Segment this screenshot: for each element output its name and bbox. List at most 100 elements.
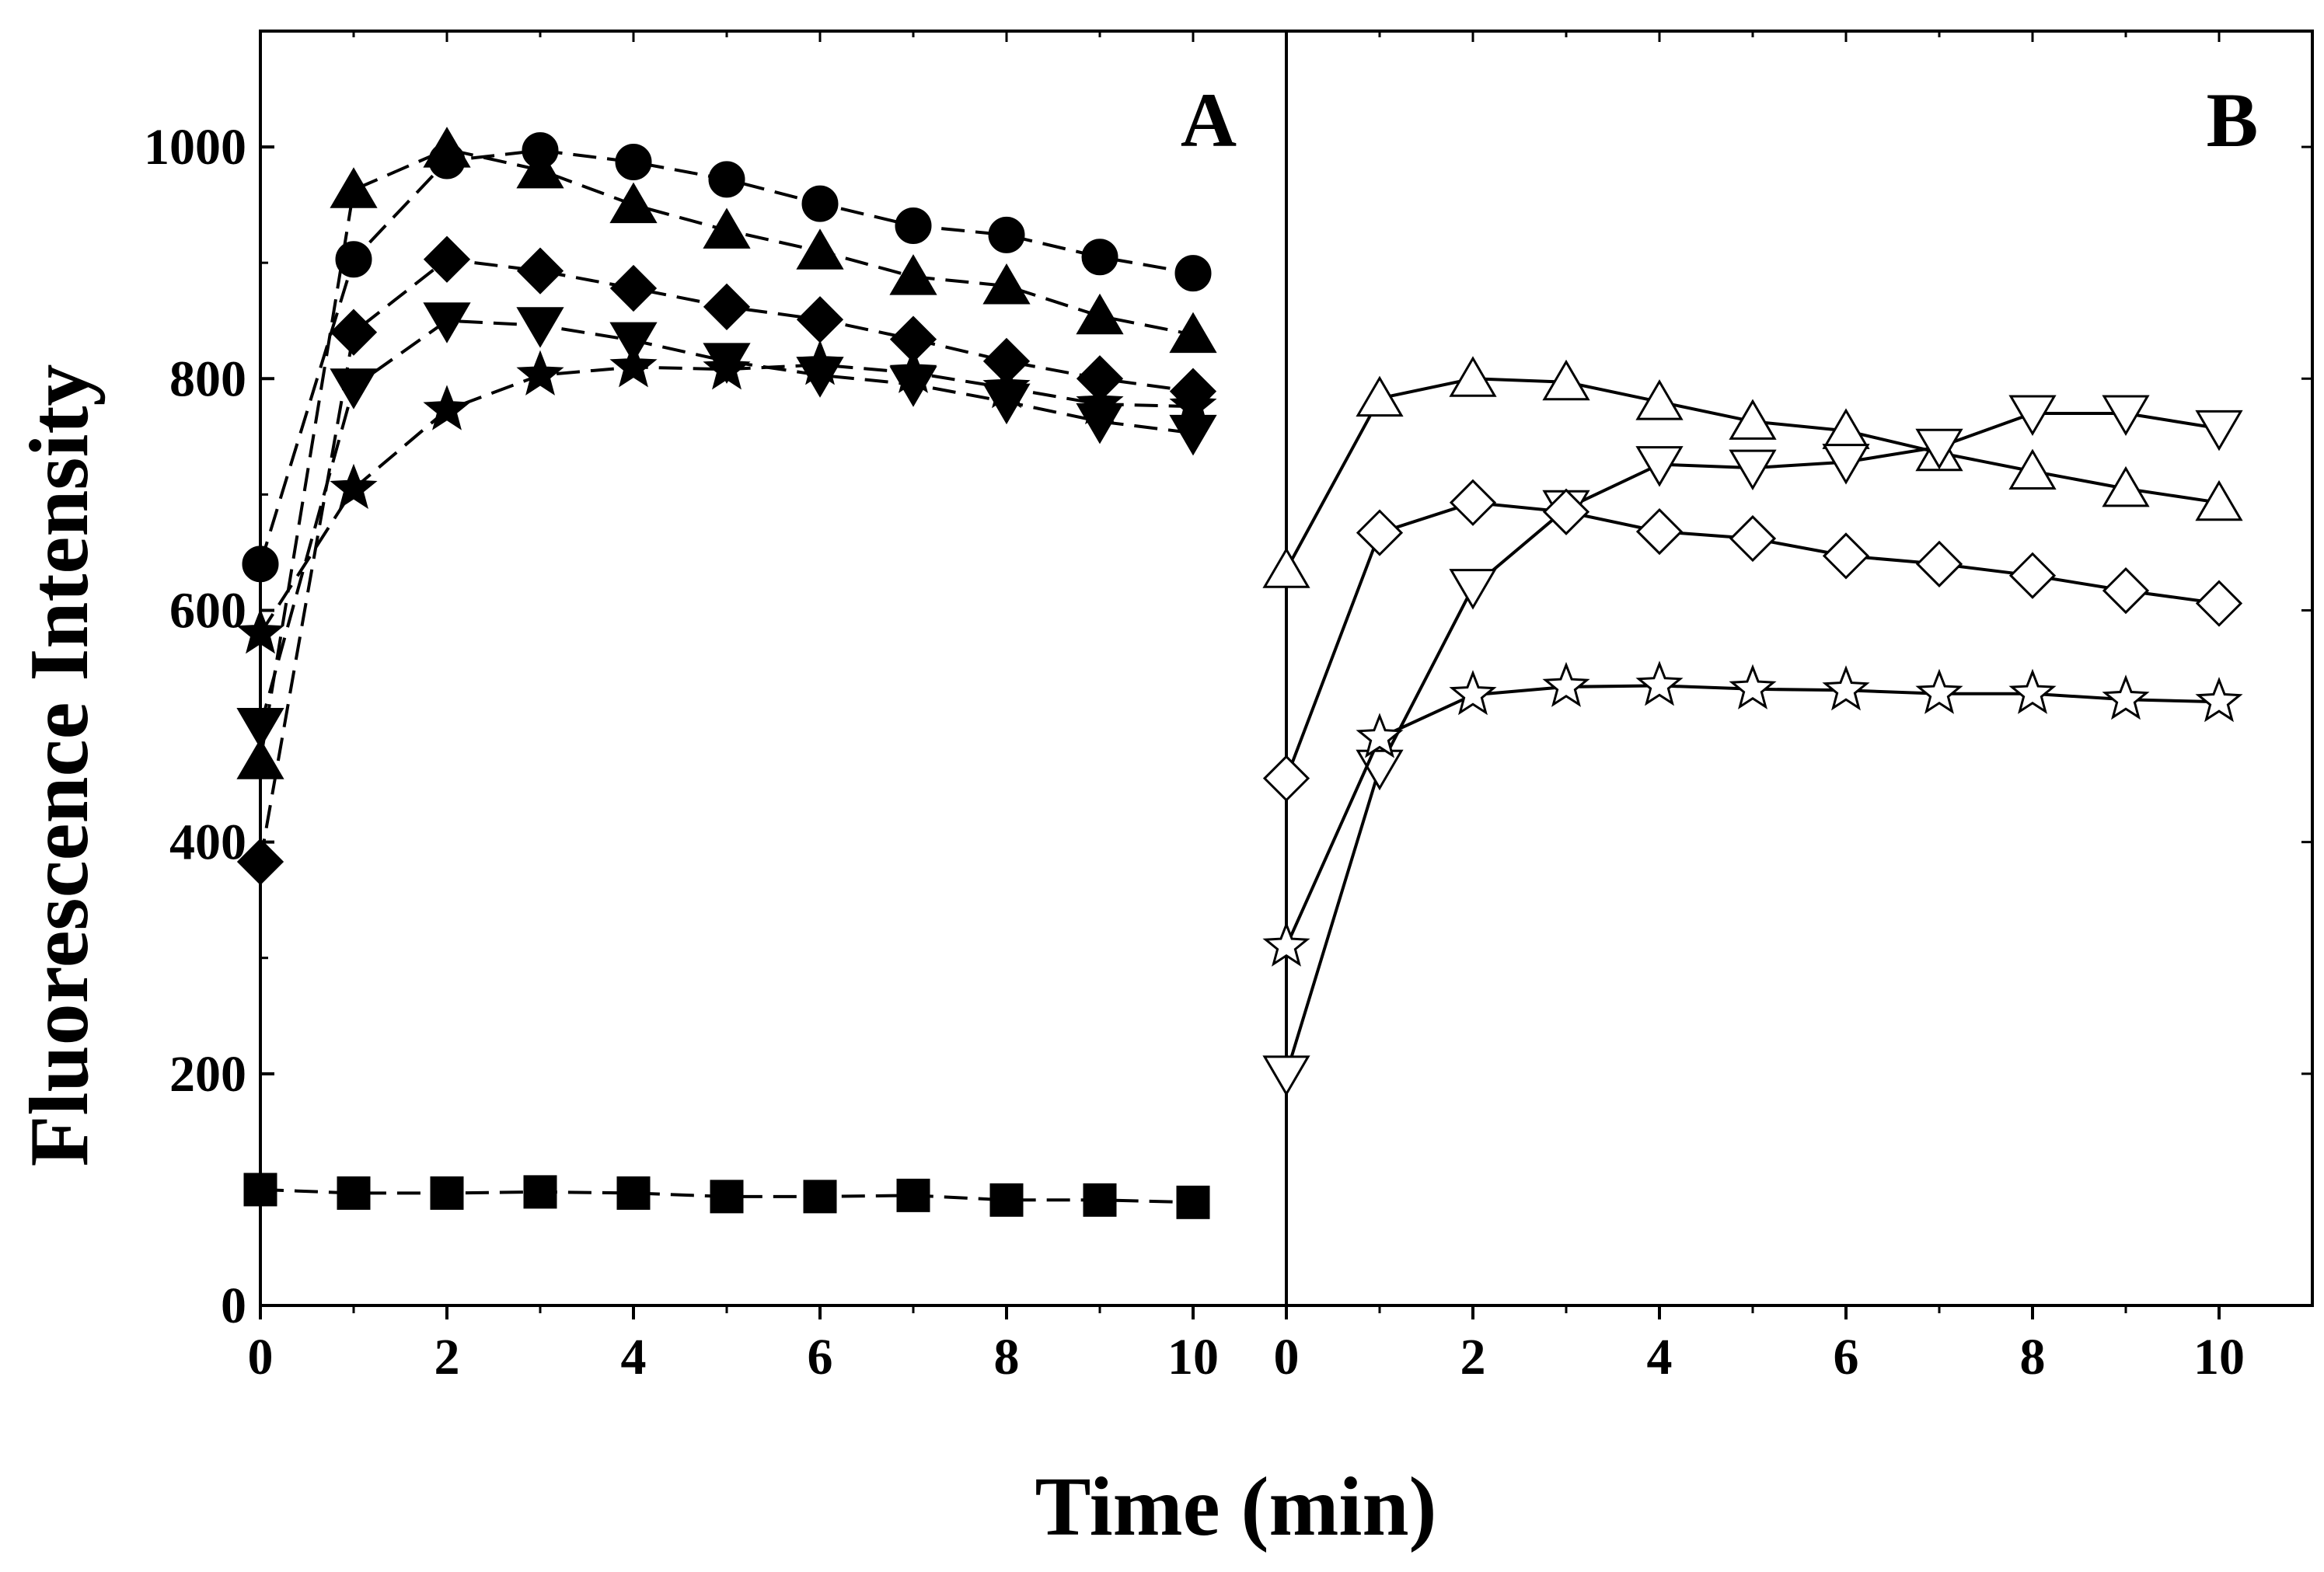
series-filled-triangle-down-line bbox=[259, 319, 1194, 727]
series-filled-triangle-up-point bbox=[1076, 293, 1124, 335]
series-filled-star-point bbox=[1076, 378, 1124, 425]
y-tick-label: 1000 bbox=[144, 119, 246, 176]
panel-a-x-tick-label: 8 bbox=[994, 1329, 1020, 1386]
series-filled-circle-point bbox=[1174, 255, 1212, 292]
series-filled-star-point bbox=[330, 463, 378, 509]
series-open-diamond-point bbox=[1542, 488, 1590, 535]
series-layer bbox=[236, 127, 2243, 1219]
series-open-triangle-down-point bbox=[1635, 446, 1684, 487]
series-filled-triangle-up-point bbox=[1169, 312, 1217, 354]
series-open-triangle-up-point bbox=[2102, 465, 2150, 507]
y-tick-label: 800 bbox=[169, 350, 246, 407]
series-open-diamond bbox=[1262, 479, 2243, 802]
series-filled-star-point bbox=[236, 608, 284, 654]
series-filled-triangle-up-point bbox=[516, 147, 564, 189]
series-filled-star-point bbox=[423, 385, 471, 430]
series-open-star-line bbox=[1285, 684, 2220, 947]
series-open-star-point bbox=[1542, 661, 1590, 707]
series-open-triangle-up-point bbox=[1542, 359, 1590, 401]
series-open-triangle-down-point bbox=[1915, 428, 1963, 470]
series-filled-triangle-up-point bbox=[330, 167, 378, 208]
series-filled-square-point bbox=[1083, 1183, 1117, 1217]
panel-a-x-tick-label: 6 bbox=[808, 1329, 833, 1386]
series-open-triangle-up-point bbox=[2008, 448, 2057, 490]
series-filled-square-point bbox=[430, 1176, 464, 1210]
series-open-triangle-up-point bbox=[1356, 375, 1404, 417]
series-open-diamond-point bbox=[2102, 566, 2150, 615]
series-filled-square-point bbox=[1176, 1185, 1210, 1219]
series-open-triangle-down-point bbox=[1449, 569, 1497, 610]
series-filled-triangle-up-point bbox=[609, 182, 658, 224]
series-open-triangle-up-point bbox=[1635, 379, 1684, 420]
series-filled-triangle-up-point bbox=[982, 263, 1031, 305]
series-open-star-point bbox=[1729, 664, 1777, 709]
series-filled-diamond-point bbox=[703, 283, 751, 330]
series-filled-star-point bbox=[889, 347, 937, 393]
series-filled-circle-point bbox=[988, 216, 1025, 253]
series-filled-star-point bbox=[1169, 381, 1217, 427]
series-open-diamond-point bbox=[1822, 532, 1870, 580]
series-filled-square-point bbox=[243, 1173, 277, 1207]
series-filled-triangle-up-point bbox=[703, 207, 751, 249]
series-filled-diamond-point bbox=[236, 838, 284, 886]
series-open-triangle-down-point bbox=[2102, 395, 2150, 436]
series-open-star-point bbox=[1915, 668, 1963, 714]
panel-b-label: B bbox=[2207, 77, 2259, 163]
series-open-diamond-point bbox=[1262, 755, 1310, 802]
series-filled-square-point bbox=[803, 1180, 837, 1214]
panel-b-x-tick-label: 10 bbox=[2193, 1329, 2245, 1386]
panel-b-x-tick-label: 4 bbox=[1647, 1329, 1673, 1386]
series-open-star-point bbox=[1635, 661, 1684, 706]
series-filled-diamond-point bbox=[423, 235, 471, 283]
axis-ticks: 0 2 4 6 8 10 0 200 400 600 800 1000 0 2 4 6 8 10 bbox=[144, 31, 2312, 1386]
series-filled-triangle-down-point bbox=[1169, 414, 1217, 456]
series-filled-triangle-up-point bbox=[236, 738, 284, 779]
panel-a-x-tick-label: 2 bbox=[434, 1329, 460, 1386]
series-open-triangle-up bbox=[1262, 356, 2243, 588]
series-filled-triangle-down-point bbox=[236, 708, 284, 749]
series-filled-square-point bbox=[896, 1178, 930, 1212]
series-open-triangle-down-point bbox=[2195, 410, 2243, 451]
series-filled-star bbox=[236, 340, 1217, 654]
series-filled-circle-point bbox=[895, 207, 932, 244]
series-filled-square bbox=[243, 1173, 1210, 1219]
series-open-triangle-up-point bbox=[1449, 356, 1497, 397]
series-filled-square-point bbox=[523, 1175, 557, 1209]
series-filled-diamond-point bbox=[796, 296, 844, 343]
series-filled-triangle-up-point bbox=[889, 254, 937, 295]
series-filled-circle-point bbox=[801, 185, 839, 222]
series-open-star-point bbox=[1262, 921, 1310, 967]
y-tick-label: 600 bbox=[169, 582, 246, 639]
series-open-triangle-up-point bbox=[1262, 547, 1310, 588]
panel-a-x-tick-label: 10 bbox=[1167, 1329, 1219, 1386]
series-open-triangle-down-point bbox=[1822, 444, 1870, 485]
panel-b-x-tick-label: 2 bbox=[1460, 1329, 1486, 1386]
plot-frames bbox=[259, 30, 2314, 1307]
series-open-star-point bbox=[1356, 713, 1404, 758]
x-axis-title: Time (min) bbox=[1035, 1461, 1437, 1553]
series-filled-triangle-down-point bbox=[516, 307, 564, 348]
series-filled-star-point bbox=[796, 340, 844, 385]
series-filled-diamond-point bbox=[516, 247, 564, 295]
series-filled-square-point bbox=[989, 1183, 1024, 1217]
series-filled-triangle-down-point bbox=[423, 302, 471, 343]
y-tick-label: 0 bbox=[221, 1277, 246, 1334]
series-open-triangle-down-point bbox=[1262, 1055, 1310, 1096]
series-open-star-point bbox=[2195, 677, 2243, 723]
series-open-diamond-point bbox=[1635, 507, 1684, 556]
panel-b-x-tick-label: 8 bbox=[2020, 1329, 2046, 1386]
panel-b-x-tick-label: 6 bbox=[1834, 1329, 1859, 1386]
series-open-diamond-point bbox=[1356, 509, 1404, 556]
series-filled-square-point bbox=[337, 1176, 371, 1210]
series-open-triangle-up-point bbox=[2195, 479, 2243, 521]
series-open-diamond-point bbox=[1915, 540, 1963, 587]
series-open-triangle-down bbox=[1262, 395, 2243, 1096]
y-tick-label: 400 bbox=[169, 814, 246, 871]
panel-b-x-tick-label: 0 bbox=[1274, 1329, 1300, 1386]
series-open-star-point bbox=[1822, 665, 1870, 711]
series-open-star-point bbox=[1449, 670, 1497, 716]
panel-a-x-tick-label: 0 bbox=[248, 1329, 274, 1386]
panel-a-x-tick-label: 4 bbox=[621, 1329, 647, 1386]
